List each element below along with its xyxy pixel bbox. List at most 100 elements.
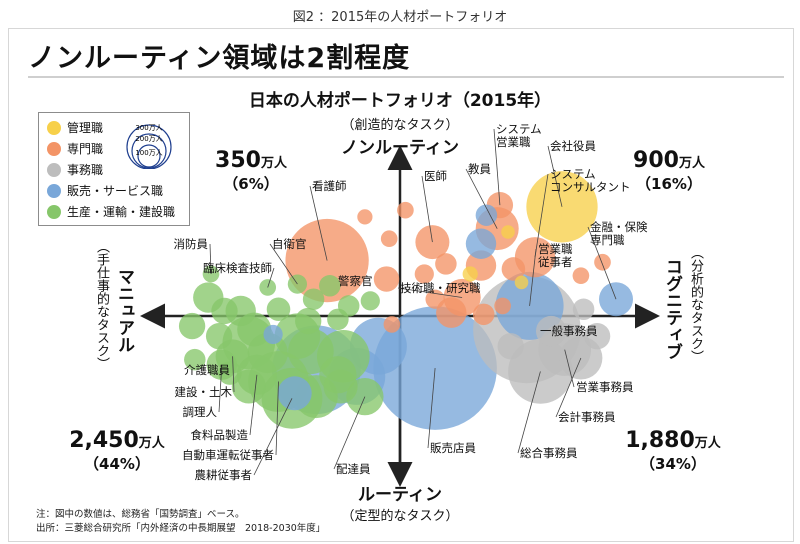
bubble-21 bbox=[594, 253, 611, 271]
axis-left-main: マニュアル bbox=[114, 268, 134, 353]
bubble-70 bbox=[184, 348, 206, 371]
quadrant-value: 2,450 bbox=[69, 428, 139, 453]
quadrant-bottom-right: 1,880万人 （34%） bbox=[608, 428, 738, 474]
size-key: 300万人 200万人 100万人 bbox=[126, 124, 172, 169]
legend-label: 生産・運輸・建設職 bbox=[67, 205, 176, 219]
bubble-2 bbox=[514, 275, 529, 290]
bubble-label-5: 教員 bbox=[468, 162, 491, 176]
bubble-69 bbox=[288, 328, 334, 375]
legend-swatch bbox=[47, 162, 61, 177]
quadrant-pct: （16%） bbox=[636, 175, 702, 193]
bubble-27 bbox=[475, 204, 498, 226]
bubble-40 bbox=[583, 322, 611, 350]
bubble-22 bbox=[494, 297, 511, 315]
bubble-18 bbox=[436, 297, 467, 328]
bubble-28 bbox=[465, 228, 497, 259]
leader-line-48 bbox=[232, 356, 235, 393]
bubble-3 bbox=[501, 225, 515, 239]
leader-line-50 bbox=[249, 374, 258, 436]
bubble-label-37: 会計事務員 bbox=[558, 410, 616, 424]
bubble-label-7: システムコンサルタント bbox=[550, 167, 631, 194]
bubble-12 bbox=[380, 230, 398, 248]
leader-line-4 bbox=[493, 128, 501, 206]
legend-label: 管理職 bbox=[67, 121, 104, 135]
figure-caption: 図2 ：2015年の人材ポートフォリオ bbox=[292, 10, 508, 25]
legend-swatch bbox=[47, 204, 61, 219]
legend-label: 事務職 bbox=[67, 163, 104, 177]
bubble-73 bbox=[323, 369, 358, 404]
axis-bottom-main: ルーティン bbox=[358, 485, 442, 505]
bubble-24 bbox=[383, 316, 401, 333]
leader-line-49 bbox=[218, 364, 223, 413]
legend-item-management: 管理職 bbox=[47, 119, 103, 136]
bubble-label-45: 警察官 bbox=[338, 274, 373, 288]
headline: ノンルーティン領域は2割程度 bbox=[28, 43, 411, 74]
bubble-label-36: 営業事務員 bbox=[576, 380, 634, 394]
bubble-label-46: 臨床検査技師 bbox=[203, 261, 272, 275]
bubble-label-8: 看護師 bbox=[312, 179, 347, 193]
bubble-60 bbox=[266, 297, 291, 322]
legend-label: 専門職 bbox=[67, 142, 104, 156]
bubble-label-52: 農耕従事者 bbox=[195, 468, 253, 482]
quadrant-unit: 万人 bbox=[138, 436, 165, 451]
bubble-11 bbox=[357, 209, 373, 225]
bubble-20 bbox=[572, 267, 590, 285]
leader-line-0 bbox=[547, 145, 563, 207]
chart-title: 日本の人材ポートフォリオ（2015年） bbox=[248, 91, 552, 111]
quadrant-top-right: 900万人 （16%） bbox=[614, 148, 724, 194]
bubble-34 bbox=[263, 324, 283, 345]
bubble-65 bbox=[205, 322, 233, 350]
quadrant-value: 900 bbox=[633, 148, 679, 173]
axis-top: （創造的なタスク） ノンルーティン bbox=[300, 114, 500, 158]
legend-item-production: 生産・運輸・建設職 bbox=[47, 203, 175, 220]
footnote: 注：図中の数値は、総務省「国勢調査」ベース。 bbox=[36, 509, 245, 520]
leader-line-25 bbox=[529, 248, 537, 306]
bubble-57 bbox=[302, 288, 325, 310]
size-key-100: 100万人 bbox=[135, 149, 162, 157]
bubble-55 bbox=[211, 297, 238, 325]
legend-label: 販売・サービス職 bbox=[67, 184, 164, 198]
axis-bottom: ルーティン （定型的なタスク） bbox=[300, 480, 500, 524]
bubble-33 bbox=[277, 376, 312, 411]
leader-line-7 bbox=[534, 173, 549, 258]
axis-bottom-sub: （定型的なタスク） bbox=[341, 509, 459, 524]
legend-swatch bbox=[47, 120, 61, 135]
quadrant-value: 350 bbox=[215, 148, 261, 173]
bubble-label-43: 消防員 bbox=[174, 237, 209, 251]
legend-swatch bbox=[47, 183, 61, 198]
size-key-300: 300万人 bbox=[135, 124, 162, 132]
bubble-17 bbox=[501, 257, 526, 281]
bubble-label-44: 自衛官 bbox=[272, 237, 307, 251]
bubble-label-48: 建設・土木 bbox=[175, 385, 233, 399]
bubble-1 bbox=[462, 266, 478, 282]
bubble-62 bbox=[327, 308, 349, 331]
leader-line-38 bbox=[517, 371, 541, 454]
axis-top-sub: （創造的なタスク） bbox=[341, 118, 459, 133]
quadrant-unit: 万人 bbox=[260, 156, 287, 171]
legend-item-professional: 専門職 bbox=[47, 140, 103, 157]
leader-line-46 bbox=[267, 267, 275, 288]
leader-line-52 bbox=[253, 398, 293, 476]
legend: 管理職 専門職 事務職 販売・サービス職 生産・運輸・建設職 300万人 200… bbox=[38, 112, 190, 226]
quadrant-bottom-left: 2,450万人 （44%） bbox=[52, 428, 182, 474]
bubble-59 bbox=[360, 291, 380, 311]
leader-line-6 bbox=[421, 175, 433, 243]
axis-right-sub: （分析的なタスク） bbox=[688, 246, 703, 363]
axis-left-sub: （手仕事的なタスク） bbox=[94, 240, 109, 370]
bubble-75 bbox=[218, 361, 242, 385]
bubble-42 bbox=[572, 298, 595, 321]
bubble-45 bbox=[319, 275, 341, 297]
bubble-13 bbox=[373, 266, 400, 292]
bubble-label-38: 総合事務員 bbox=[520, 446, 578, 460]
quadrant-pct: （34%） bbox=[640, 455, 706, 473]
bubble-label-25: 営業職従事者 bbox=[538, 242, 573, 269]
legend-item-sales-service: 販売・サービス職 bbox=[47, 182, 163, 199]
leader-line-26 bbox=[587, 226, 617, 300]
bubble-label-26: 金融・保険専門職 bbox=[590, 220, 648, 247]
quadrant-unit: 万人 bbox=[694, 436, 721, 451]
leader-line-5 bbox=[465, 168, 498, 229]
leader-line-51 bbox=[275, 381, 279, 456]
leader-line-8 bbox=[309, 185, 328, 261]
bubble-15 bbox=[435, 253, 457, 275]
bubble-label-49: 調理人 bbox=[183, 405, 218, 419]
